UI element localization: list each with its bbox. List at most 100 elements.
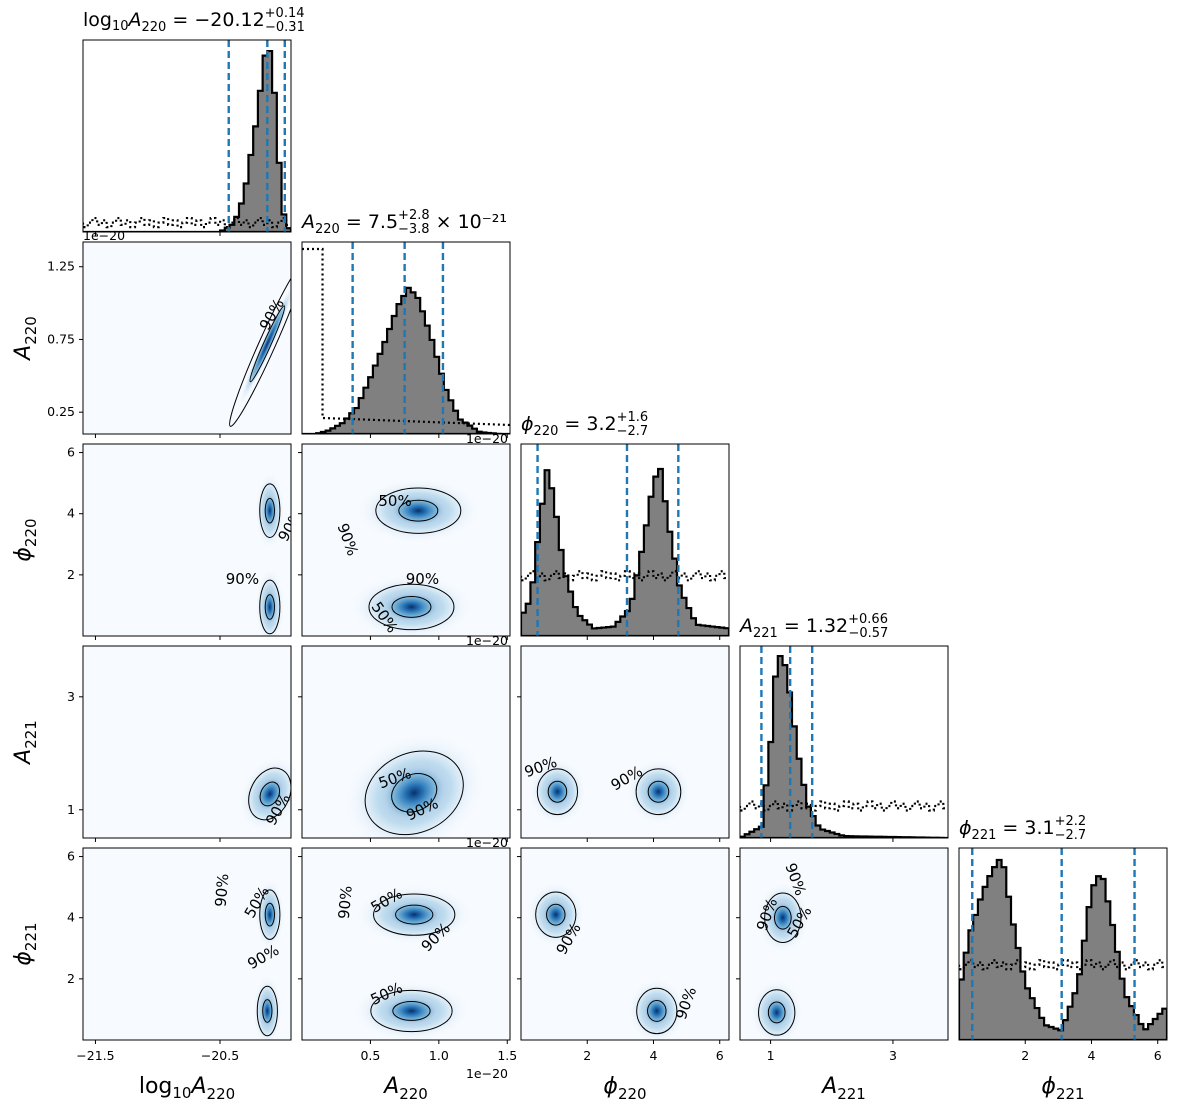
title-subscript: 220 <box>315 222 340 237</box>
panel-A220-vs-A221: 50%90% <box>301 645 511 839</box>
label-symbol: ϕ <box>11 547 36 562</box>
prior-histogram <box>740 800 948 812</box>
y-tick-label: 2 <box>67 567 75 582</box>
contour-90 <box>535 891 577 938</box>
label-symbol: A <box>820 1074 837 1099</box>
y-tick-label: 4 <box>67 506 75 521</box>
density-blob <box>527 882 585 947</box>
prior-histogram <box>83 216 291 229</box>
contour-90 <box>256 985 278 1037</box>
panel-background <box>83 242 291 434</box>
title-subscript: 221 <box>753 626 778 641</box>
title-symbol: A <box>300 211 315 233</box>
contour-90 <box>364 750 464 836</box>
contour-label: 90% <box>226 570 259 588</box>
x-axis-label: ϕ220 <box>603 1074 646 1103</box>
density-blob <box>757 882 809 953</box>
x-tick-label: 2 <box>1021 1048 1029 1063</box>
density-core <box>262 896 278 933</box>
prior-histogram <box>521 570 729 582</box>
panel-log10A220-vs-phi221: 90% 50%90% <box>82 847 292 1041</box>
title-scale: × 10⁻²¹ <box>430 211 507 233</box>
label-subscript: 220 <box>207 1085 236 1103</box>
contour-50 <box>264 902 275 927</box>
density-blob <box>628 979 686 1040</box>
title-value: = 1.32 <box>778 615 848 637</box>
contour-50 <box>264 497 275 524</box>
y-tick-label: 2 <box>67 971 75 986</box>
density-blob <box>253 976 282 1040</box>
y-axis-label: A221 <box>11 720 40 766</box>
density-core <box>763 995 791 1030</box>
label-subscript: 220 <box>399 1085 428 1103</box>
title-log-base: 10 <box>112 19 129 34</box>
x-tick-label: 2 <box>583 1048 591 1063</box>
panel-frame <box>301 645 511 839</box>
x-tick-label: 6 <box>716 1048 724 1063</box>
density-core <box>262 490 278 531</box>
posterior-histogram <box>740 654 948 838</box>
density-core <box>239 282 291 405</box>
y-tick-label: 1 <box>67 802 75 817</box>
label-subscript: 220 <box>22 316 40 345</box>
panel-frame <box>82 39 292 233</box>
contour-90 <box>373 893 456 936</box>
density-blob <box>751 980 803 1040</box>
contour-90 <box>764 892 802 943</box>
contour-90 <box>536 768 579 816</box>
y-tick-label: 4 <box>67 910 75 925</box>
contour-90 <box>248 767 291 821</box>
title-minus: −2.7 <box>1055 828 1087 843</box>
contour-90 <box>368 583 455 631</box>
hist-panel-phi221: ϕ221 = 3.1+2.2 −2.7 <box>958 814 1168 1041</box>
density-core <box>641 774 676 809</box>
x-tick-label: 1.5 <box>497 1048 517 1063</box>
panel-title: log10A220 = −20.12+0.14 −0.31 <box>83 6 305 35</box>
title-symbol: A <box>738 615 753 637</box>
hist-panel-log10A220: log10A220 = −20.12+0.14 −0.31 <box>82 6 305 233</box>
panel-frame <box>520 443 730 637</box>
title-minus: −2.7 <box>617 424 649 439</box>
title-symbol: A <box>127 9 142 31</box>
y-axis-label: ϕ221 <box>11 922 40 965</box>
contour-90 <box>229 260 291 427</box>
density-blob <box>229 260 291 427</box>
posterior-histogram <box>83 49 291 232</box>
label-subscript: 221 <box>22 720 40 749</box>
contour-50 <box>262 999 273 1023</box>
density-blob <box>357 885 472 944</box>
contour-90 <box>635 768 682 816</box>
panel-frame <box>958 847 1168 1041</box>
contour-50 <box>259 781 281 807</box>
contour-90 <box>259 889 281 940</box>
x-tick-label: 4 <box>1088 1048 1096 1063</box>
contour-50 <box>546 903 566 926</box>
panel-frame <box>82 443 292 637</box>
posterior-histogram <box>302 286 510 434</box>
density-blob <box>240 757 291 831</box>
posterior-histogram <box>521 467 729 636</box>
title-subscript: 221 <box>972 828 997 843</box>
label-symbol: ϕ <box>11 951 36 966</box>
contour-90 <box>758 989 796 1036</box>
panel-frame <box>301 241 511 435</box>
panel-log10A220-vs-A221: 90% <box>82 645 292 839</box>
y-tick-label: 1.25 <box>47 259 75 274</box>
density-core <box>381 995 442 1027</box>
panel-frame <box>520 645 730 839</box>
title-plus: +0.14 <box>265 6 305 21</box>
contour-50 <box>398 499 439 522</box>
density-core <box>641 994 672 1028</box>
label-symbol: A <box>382 1074 399 1099</box>
contour-50 <box>264 594 275 620</box>
label-symbol: ϕ <box>603 1074 618 1099</box>
label-subscript: 221 <box>22 922 40 951</box>
density-blob <box>529 759 586 824</box>
contour-50 <box>391 596 432 618</box>
title-minus: −0.57 <box>848 626 888 641</box>
x-offset-text: 1e−20 <box>466 431 508 446</box>
y-tick-label: 6 <box>67 445 75 460</box>
contour-50 <box>773 905 792 930</box>
title-value: = 3.1 <box>996 817 1054 839</box>
x-tick-label: 4 <box>650 1048 658 1063</box>
